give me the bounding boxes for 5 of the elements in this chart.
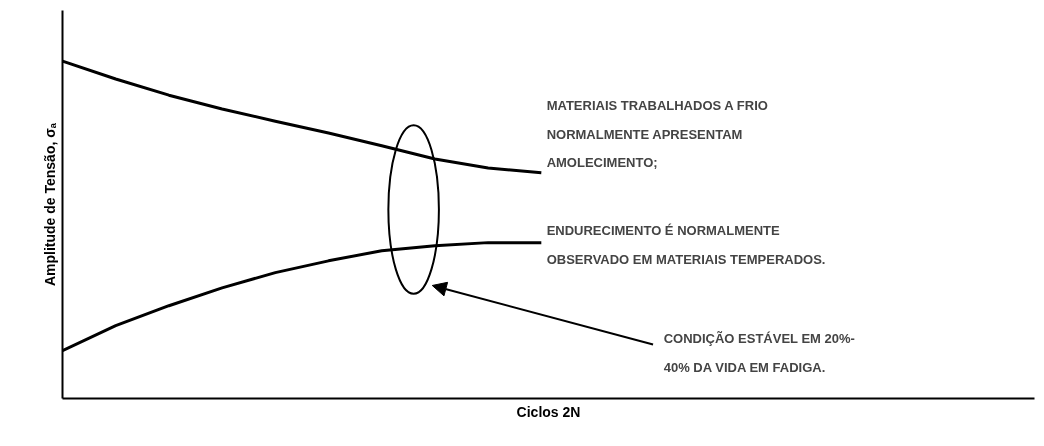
text: CONDIÇÃO ESTÁVEL EM 20%- 40% DA VIDA EM FADIGA. [663, 331, 855, 375]
annotation: MATERIAIS TRABALHADOS A FRIO NORMALMENTE APRESENTAM AMOLECIMENTO; [546, 98, 768, 171]
y-axis-title: Amplitude de Tensão, σₐ [41, 122, 58, 287]
annotation: ENDURECIMENTO É NORMALMENTE OBSERVADO EM MATERIAIS TEMPERADOS. [546, 223, 826, 267]
x-axis-title: Ciclos 2N [516, 403, 581, 420]
